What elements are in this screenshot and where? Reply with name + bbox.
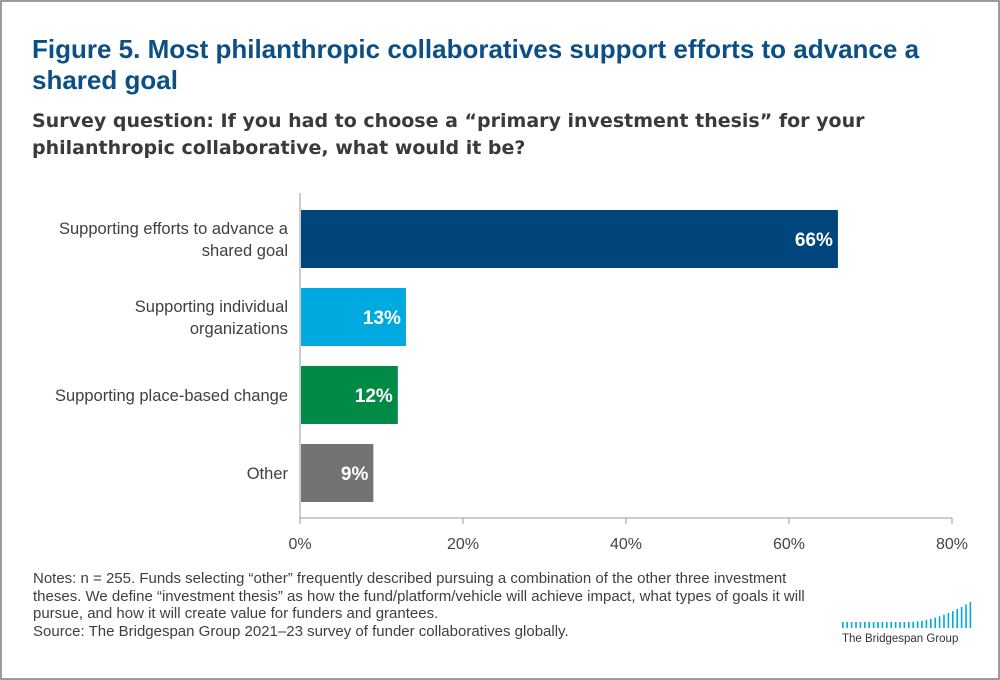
logo-bar	[916, 621, 919, 628]
bridgespan-logo: The Bridgespan Group	[838, 598, 974, 648]
notes-block: Notes: n = 255. Funds selecting “other” …	[33, 570, 823, 640]
logo-bar	[956, 609, 958, 628]
logo-bar	[908, 622, 910, 628]
logo-bar	[960, 606, 963, 628]
logo-bar	[952, 611, 954, 628]
logo-bar	[877, 622, 879, 628]
source-text: Source: The Bridgespan Group 2021–23 sur…	[33, 622, 569, 640]
logo-bar	[890, 622, 892, 628]
logo-bar	[903, 622, 906, 628]
logo-bar	[938, 616, 941, 628]
logo-bar	[965, 604, 967, 628]
logo-bar	[921, 620, 923, 628]
logo-bar	[846, 622, 848, 628]
category-label: shared goal	[202, 242, 288, 260]
logo-bar	[881, 622, 884, 628]
logo-bar	[842, 622, 844, 628]
bar-value-label: 13%	[363, 308, 401, 329]
x-tick-label: 80%	[936, 536, 968, 553]
category-label: Supporting place-based change	[55, 387, 288, 405]
logo-bar	[969, 602, 972, 628]
bar-value-label: 12%	[355, 386, 393, 407]
x-tick-label: 20%	[447, 536, 479, 553]
bar	[301, 366, 398, 424]
category-label: organizations	[190, 320, 288, 338]
logo-bar	[934, 617, 936, 628]
bar-value-label: 66%	[795, 230, 833, 251]
logo-bars-mark	[842, 602, 972, 628]
logo-bar	[947, 612, 950, 628]
logo-bar	[855, 622, 857, 628]
logo-bar	[872, 622, 875, 628]
x-tick-label: 0%	[288, 536, 311, 553]
category-label: Supporting individual	[135, 298, 288, 316]
x-tick-label: 60%	[773, 536, 805, 553]
category-label: Other	[247, 465, 289, 483]
bar	[301, 210, 838, 268]
logo-bar	[886, 622, 888, 628]
logo-bar	[930, 618, 932, 628]
logo-text: The Bridgespan Group	[842, 633, 959, 645]
logo-bar	[868, 622, 870, 628]
logo-bar	[894, 622, 897, 628]
figure-subtitle: Survey question: If you had to choose a …	[32, 110, 865, 159]
bar	[301, 288, 406, 346]
category-label: Supporting efforts to advance a	[59, 220, 289, 238]
bar-value-label: 9%	[341, 464, 369, 485]
notes-text: Notes: n = 255. Funds selecting “other” …	[33, 570, 805, 622]
bar-chart: 0% 20% 40% 60% 80% 66% Supporting efforts to a…	[55, 193, 968, 553]
logo-bar	[859, 622, 862, 628]
bar	[301, 444, 374, 502]
logo-bar	[912, 621, 914, 628]
logo-bar	[943, 614, 945, 628]
logo-bar	[899, 622, 901, 628]
logo-bar	[925, 619, 928, 628]
logo-bar	[850, 622, 853, 628]
figure-title: Figure 5. Most philanthropic collaborati…	[32, 34, 920, 95]
x-tick-label: 40%	[610, 536, 642, 553]
logo-bar	[864, 622, 866, 628]
